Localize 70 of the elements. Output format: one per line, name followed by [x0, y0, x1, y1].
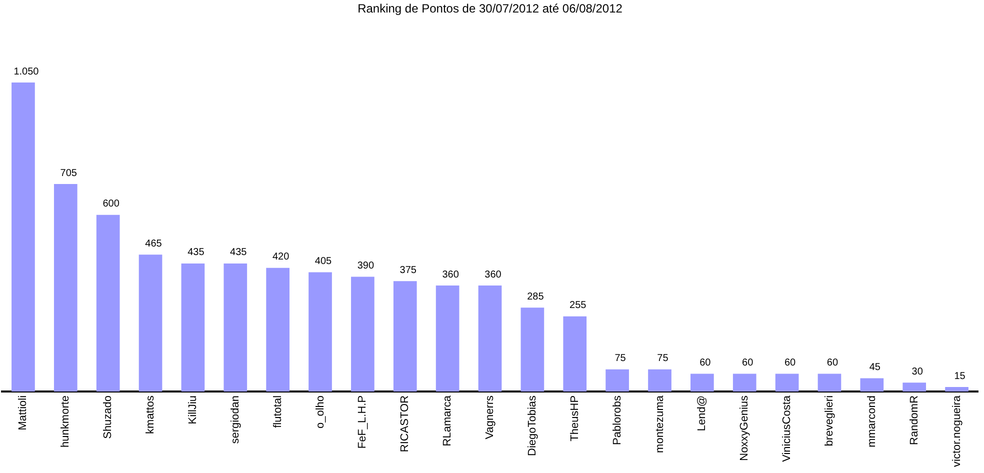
bar — [945, 387, 968, 392]
bar — [860, 378, 884, 392]
bar — [351, 276, 374, 392]
x-tick-label: FeF_L.H.P — [356, 395, 369, 449]
x-tick-label: ViniciusCosta — [781, 394, 794, 462]
x-tick-label: NoxxyGenius — [738, 394, 751, 461]
data-label: 360 — [442, 269, 460, 280]
bar — [818, 374, 842, 392]
data-label: 600 — [102, 198, 120, 210]
data-label: 15 — [954, 370, 966, 382]
data-label: 255 — [570, 300, 587, 312]
x-tick-label: Lend@ — [696, 395, 708, 432]
bar — [12, 82, 35, 392]
data-label: 375 — [400, 264, 417, 276]
x-tick-label: o_olho — [314, 395, 326, 429]
bar — [563, 316, 587, 392]
x-tick-label: Vagnerrs — [484, 394, 496, 440]
data-label: 60 — [742, 358, 754, 369]
data-label: 435 — [230, 247, 248, 258]
x-tick-label: Mattioli — [17, 395, 30, 430]
bar — [181, 263, 205, 392]
x-tick-label: flutotal — [272, 395, 284, 428]
bar — [732, 374, 756, 392]
bar — [775, 374, 799, 392]
bar — [690, 374, 714, 392]
x-tick-label: mmarcond — [866, 395, 878, 448]
data-label: 60 — [784, 358, 796, 369]
x-tick-label: KillJiu — [186, 395, 199, 424]
data-label: 435 — [188, 247, 205, 258]
bar — [606, 369, 629, 392]
x-tick-label: RLamarca — [442, 394, 454, 446]
x-tick-label: TheusHP — [568, 395, 581, 442]
bar — [436, 286, 460, 392]
x-tick-label: DiegoTobias — [526, 394, 538, 456]
data-label: 465 — [145, 238, 162, 250]
data-label: 30 — [912, 366, 924, 378]
bar — [54, 184, 78, 392]
bar — [393, 281, 417, 392]
data-label: 75 — [657, 353, 669, 364]
bar — [96, 214, 120, 392]
x-tick-label: sergiodan — [229, 395, 242, 444]
x-tick-label: hunkmorte — [60, 395, 72, 448]
bar — [308, 272, 332, 392]
bar — [520, 308, 544, 392]
data-label: 285 — [527, 291, 544, 302]
x-tick-label: Pablorobs — [611, 394, 624, 446]
data-label: 75 — [614, 353, 626, 364]
x-tick-label: kmattos — [144, 394, 157, 434]
data-label: 60 — [826, 358, 838, 369]
bar — [266, 268, 290, 392]
bar — [478, 286, 502, 392]
bar — [138, 254, 162, 392]
x-tick-label: RandomR — [908, 395, 920, 445]
bar — [648, 369, 672, 392]
x-tick-label: RICASTOR — [399, 395, 412, 452]
data-label: 390 — [357, 260, 374, 272]
x-tick-label: Shuzado — [102, 395, 114, 439]
x-tick-label: montezuma — [654, 394, 666, 453]
x-tick-label: victor.nogueira — [950, 394, 963, 468]
data-label: 60 — [700, 358, 712, 369]
bar — [902, 382, 926, 392]
data-label: 405 — [314, 256, 332, 268]
x-tick-label: breveglieri — [824, 395, 836, 446]
chart-title: Ranking de Pontos de 30/07/2012 até 06/08/2012 — [358, 2, 623, 16]
data-label: 1.050 — [14, 66, 40, 78]
data-label: 360 — [484, 269, 502, 280]
data-label: 45 — [869, 362, 881, 373]
data-label: 705 — [60, 168, 78, 179]
data-label: 420 — [272, 252, 290, 263]
bar — [224, 263, 248, 392]
